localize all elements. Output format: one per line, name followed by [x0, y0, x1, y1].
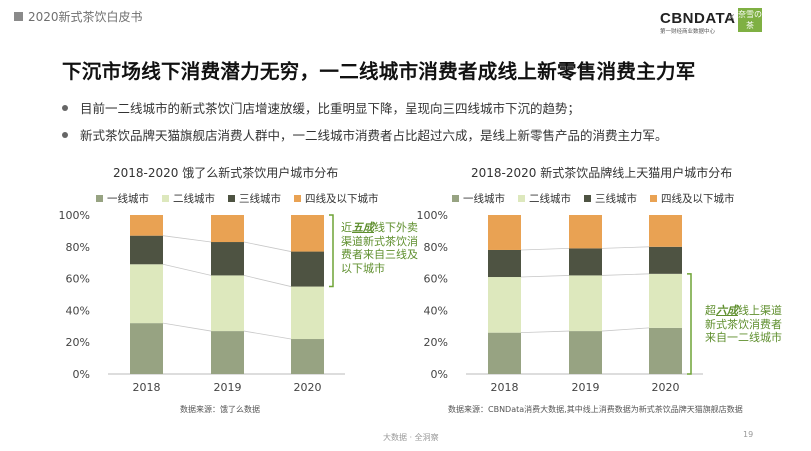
footer-slogan: 大数据 · 全洞察 — [383, 433, 439, 442]
connector-line — [520, 247, 570, 251]
bullet-dot-icon — [62, 132, 68, 138]
bar-segment-2018-s1 — [130, 264, 163, 324]
y-tick-label: 60% — [66, 273, 90, 286]
bar-segment-2018-s3 — [488, 215, 521, 250]
chart-2-plot: 0% 20% 40% 60% 80% 100% 2018 2019 2020 — [417, 209, 703, 394]
report-title: 2020新式茶饮白皮书 — [28, 10, 143, 24]
bullet-text: 新式茶饮品牌天猫旗舰店消费人群中，一二线城市消费者占比超过六成，是线上新零售产品… — [80, 128, 668, 143]
x-tick-label: 2018 — [133, 381, 161, 394]
y-tick-label: 20% — [66, 336, 90, 349]
bar-segment-2018-s0 — [130, 323, 163, 374]
bar-segment-2020-s1 — [649, 273, 682, 328]
bar-segment-2018-s3 — [130, 215, 163, 236]
header-square-icon — [14, 12, 23, 21]
connector-line — [520, 275, 570, 278]
bar-segment-2018-s2 — [488, 249, 521, 278]
highlight-bracket — [329, 214, 334, 288]
chart-2-annotation: 超六成线上渠道新式茶饮消费者来自一二线城市 — [705, 304, 782, 344]
connector-line — [601, 327, 650, 332]
y-tick-label: 100% — [417, 209, 448, 222]
y-tick-label: 80% — [424, 241, 448, 254]
y-tick-label: 60% — [424, 273, 448, 286]
bar-segment-2018-s1 — [488, 277, 521, 333]
bar-segment-2020-s2 — [291, 251, 324, 287]
connector-line — [243, 275, 292, 287]
connector-line — [162, 322, 212, 332]
y-tick-label: 100% — [59, 209, 90, 222]
legend-item-tier1: 一线城市 — [96, 191, 149, 206]
chart-1-legend: 一线城市 二线城市 三线城市 四线及以下城市 — [96, 191, 379, 206]
y-tick-label: 40% — [66, 304, 90, 317]
logo-separator: × — [727, 12, 736, 23]
y-tick-label: 0% — [431, 368, 448, 381]
bar-segment-2020-s0 — [649, 327, 682, 374]
connector-line — [162, 235, 212, 243]
chart-1-plot: 0% 20% 40% 60% 80% 100% 2018 2019 2020 — [59, 209, 345, 394]
bullet-1: 目前一二线城市的新式茶饮门店增速放缓，比重明显下降，呈现向三四线城市下沉的趋势； — [62, 98, 580, 117]
connector-line — [520, 330, 570, 334]
x-tick-label: 2019 — [572, 381, 600, 394]
x-tick-label: 2020 — [294, 381, 322, 394]
bar-segment-2019-s0 — [211, 331, 244, 374]
legend-item-tier2: 二线城市 — [162, 191, 215, 206]
connector-line — [601, 246, 650, 249]
bar-segment-2019-s1 — [211, 275, 244, 332]
chart-1-annotation: 近五成线下外卖渠道新式茶饮消费者来自三线及以下城市 — [341, 221, 418, 275]
legend-item-tier4: 四线及以下城市 — [294, 191, 379, 206]
bar-segment-2020-s3 — [649, 215, 682, 247]
bar-segment-2020-s3 — [291, 215, 324, 252]
y-tick-label: 80% — [66, 241, 90, 254]
y-tick-label: 20% — [424, 336, 448, 349]
cbndata-logo: CBNDATA — [660, 10, 736, 27]
bar-segment-2020-s1 — [291, 286, 324, 340]
x-tick-label: 2020 — [652, 381, 680, 394]
legend-item-tier3: 三线城市 — [228, 191, 281, 206]
bar-segment-2020-s0 — [291, 339, 324, 374]
highlight-bracket — [687, 273, 692, 375]
bar-segment-2019-s3 — [569, 215, 602, 249]
x-tick-label: 2019 — [214, 381, 242, 394]
chart-2-title: 2018-2020 新式茶饮品牌线上天猫用户城市分布 — [471, 166, 733, 180]
bullet-text: 目前一二线城市的新式茶饮门店增速放缓，比重明显下降，呈现向三四线城市下沉的趋势； — [80, 101, 581, 116]
bar-segment-2020-s2 — [649, 246, 682, 274]
chart-2-legend: 一线城市 二线城市 三线城市 四线及以下城市 — [452, 191, 735, 206]
connector-line — [601, 273, 650, 276]
cbndata-logo-subtitle: 第一财经商业数据中心 — [660, 29, 716, 35]
bar-segment-2019-s0 — [569, 331, 602, 374]
page-title: 下沉市场线下消费潜力无穷，一二线城市消费者成线上新零售消费主力军 — [62, 60, 696, 83]
chart-1-title: 2018-2020 饿了么新式茶饮用户城市分布 — [113, 166, 339, 180]
brand-logo-badge: 奈雪の茶 — [738, 8, 762, 32]
y-tick-label: 0% — [73, 368, 90, 381]
x-tick-label: 2018 — [491, 381, 519, 394]
connector-line — [243, 241, 292, 252]
page-number: 19 — [743, 430, 754, 439]
bar-segment-2019-s2 — [569, 248, 602, 276]
bar-segment-2019-s3 — [211, 215, 244, 243]
legend-item-tier3: 三线城市 — [584, 191, 637, 206]
bullet-2: 新式茶饮品牌天猫旗舰店消费人群中，一二线城市消费者占比超过六成，是线上新零售产品… — [62, 125, 668, 144]
connector-line — [162, 263, 212, 276]
chart-1-source: 数据来源：饿了么数据 — [180, 405, 260, 414]
legend-item-tier1: 一线城市 — [452, 191, 505, 206]
chart-2-source: 数据来源：CBNData消费大数据,其中线上消费数据为新式茶饮品牌天猫旗舰店数据 — [448, 405, 743, 414]
bar-segment-2019-s1 — [569, 275, 602, 332]
bar-segment-2018-s2 — [130, 235, 163, 265]
legend-item-tier2: 二线城市 — [518, 191, 571, 206]
legend-item-tier4: 四线及以下城市 — [650, 191, 735, 206]
bar-segment-2019-s2 — [211, 242, 244, 276]
y-tick-label: 40% — [424, 304, 448, 317]
bullet-dot-icon — [62, 105, 68, 111]
connector-line — [243, 330, 292, 340]
bar-segment-2018-s0 — [488, 332, 521, 374]
